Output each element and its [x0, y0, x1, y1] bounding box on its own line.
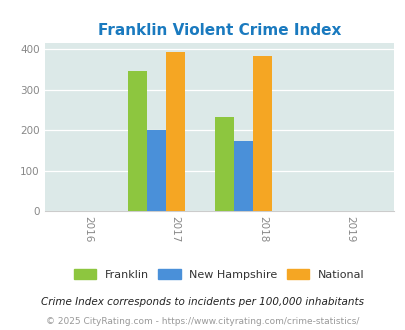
Title: Franklin Violent Crime Index: Franklin Violent Crime Index — [97, 22, 340, 38]
Bar — [234, 142, 253, 211]
Bar — [147, 130, 166, 211]
Bar — [127, 71, 147, 211]
Bar — [166, 52, 185, 211]
Legend: Franklin, New Hampshire, National: Franklin, New Hampshire, National — [68, 264, 369, 286]
Text: Crime Index corresponds to incidents per 100,000 inhabitants: Crime Index corresponds to incidents per… — [41, 297, 364, 307]
Text: © 2025 CityRating.com - https://www.cityrating.com/crime-statistics/: © 2025 CityRating.com - https://www.city… — [46, 317, 359, 326]
Bar — [214, 117, 234, 211]
Bar — [253, 56, 272, 211]
